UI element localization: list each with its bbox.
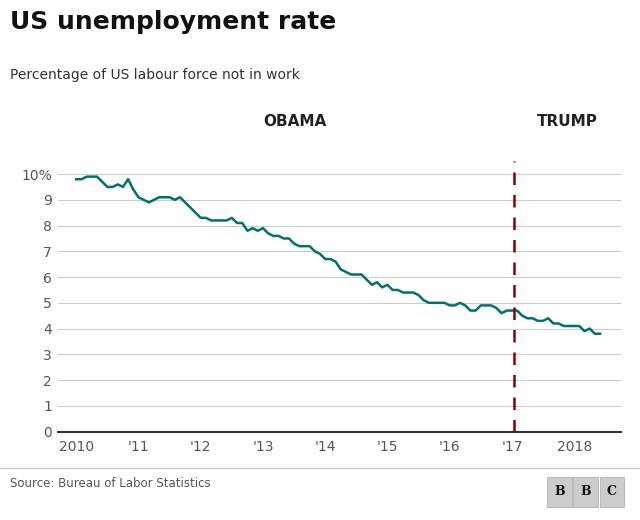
Text: B: B	[554, 486, 564, 498]
Text: TRUMP: TRUMP	[537, 114, 598, 129]
Text: Source: Bureau of Labor Statistics: Source: Bureau of Labor Statistics	[10, 477, 210, 490]
Text: US unemployment rate: US unemployment rate	[10, 10, 336, 34]
Text: OBAMA: OBAMA	[264, 114, 327, 129]
Text: B: B	[580, 486, 591, 498]
Text: C: C	[607, 486, 617, 498]
Text: Percentage of US labour force not in work: Percentage of US labour force not in wor…	[10, 68, 300, 82]
